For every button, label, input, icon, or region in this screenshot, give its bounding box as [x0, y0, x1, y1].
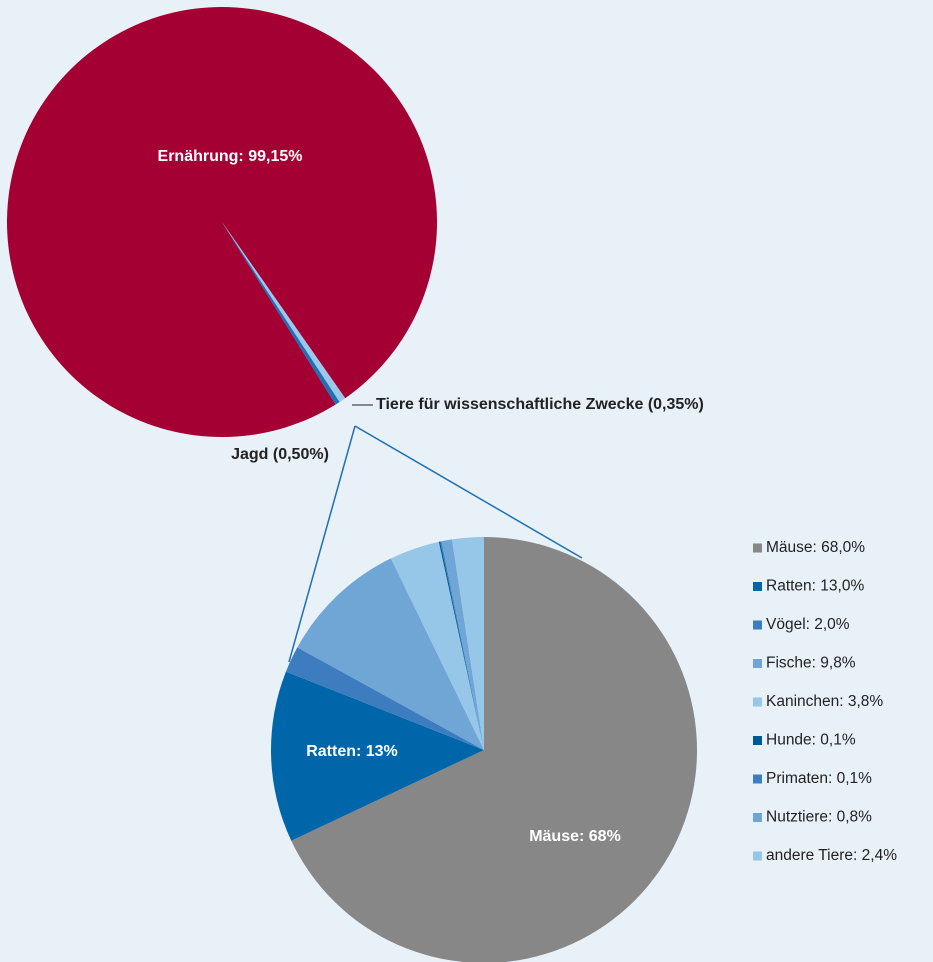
legend-label: Hunde: 0,1%	[766, 732, 856, 749]
pie-slice	[441, 539, 484, 750]
pie-slice	[271, 671, 484, 841]
legend-swatch	[753, 851, 762, 861]
legend-label: Mäuse: 68,0%	[766, 539, 865, 556]
data-label: Mäuse: 68%	[529, 828, 621, 845]
legend-label: Nutztiere: 0,8%	[766, 809, 872, 826]
legend-swatch	[753, 697, 762, 707]
pie-slice	[440, 541, 484, 750]
legend-swatch	[753, 620, 762, 630]
legend-label: Fische: 9,8%	[766, 655, 856, 672]
connector-line	[354, 425, 583, 559]
pie-slice	[222, 222, 346, 402]
data-label: Ernährung: 99,15%	[158, 148, 303, 165]
legend-label: Ratten: 13,0%	[766, 578, 864, 595]
pie-slice	[297, 558, 484, 750]
legend-swatch	[753, 736, 762, 745]
pie-slice	[390, 541, 484, 750]
legend-swatch	[753, 582, 762, 591]
pie-slice	[285, 647, 484, 750]
legend-label: Kaninchen: 3,8%	[766, 693, 883, 710]
legend-swatch	[753, 543, 762, 553]
connector-line	[288, 425, 356, 663]
pie-slice	[291, 537, 697, 962]
legend-swatch	[753, 813, 762, 822]
data-label: Tiere für wissenschaftliche Zwecke (0,35…	[376, 396, 704, 413]
legend-swatch	[753, 774, 762, 784]
legend-label: Primaten: 0,1%	[766, 770, 872, 787]
data-label: Jagd (0,50%)	[231, 446, 329, 463]
pie-slice	[438, 541, 484, 750]
legend-label: andere Tiere: 2,4%	[766, 847, 897, 864]
pie-slice	[7, 6, 438, 437]
pie-slice	[452, 537, 484, 750]
pie-slice	[222, 222, 340, 405]
legend-swatch	[753, 659, 762, 668]
data-label: Ratten: 13%	[306, 743, 398, 760]
legend-label: Vögel: 2,0%	[766, 616, 850, 633]
